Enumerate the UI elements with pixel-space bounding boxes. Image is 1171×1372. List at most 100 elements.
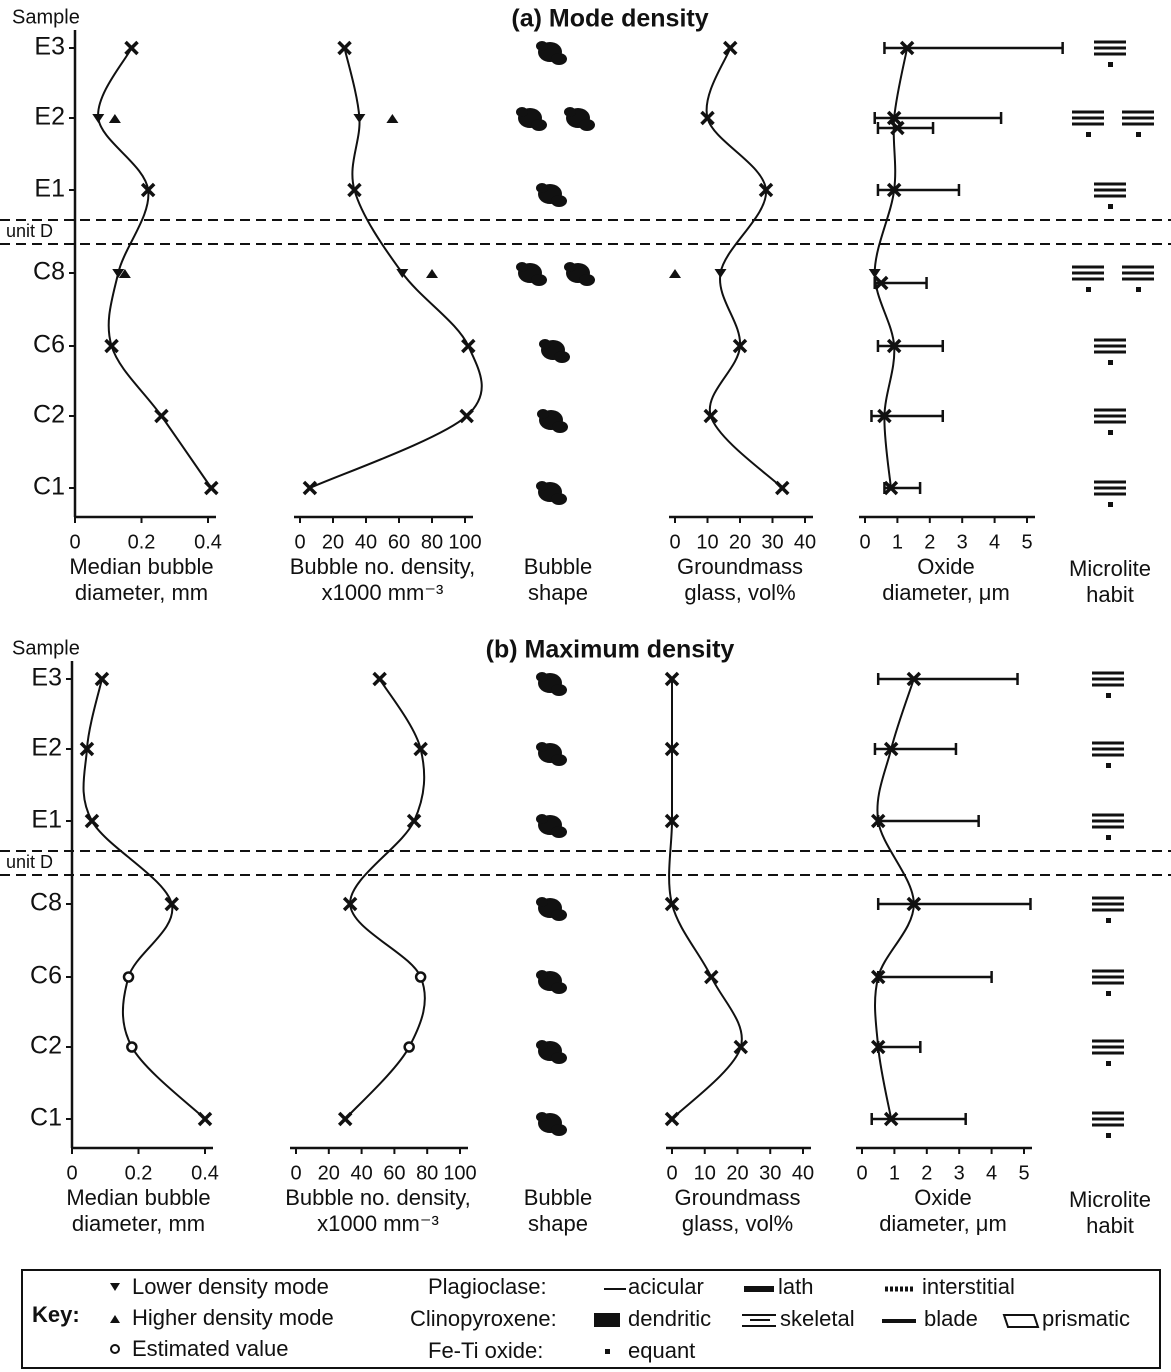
key-text: blade bbox=[924, 1306, 978, 1331]
y-tick-label: C1 bbox=[33, 473, 65, 501]
trend-curve bbox=[98, 48, 211, 488]
bubble-shape-icon bbox=[516, 262, 528, 272]
data-point bbox=[666, 1113, 678, 1125]
bubble-shape-icon bbox=[536, 672, 548, 682]
figure: (a) Mode densitySampleE3E2E1C8C6C2C1unit… bbox=[0, 0, 1171, 1372]
x-tick-label: 2 bbox=[924, 531, 935, 553]
key-text: skeletal bbox=[780, 1306, 855, 1331]
microlite-icon bbox=[1092, 971, 1124, 983]
data-point bbox=[426, 269, 438, 278]
data-point bbox=[374, 673, 386, 685]
x-tick-label: 1 bbox=[889, 1162, 900, 1184]
error-bar bbox=[878, 898, 1030, 910]
microlite-icon bbox=[1092, 1113, 1124, 1125]
unit-label: unit D bbox=[6, 852, 53, 872]
microlite-icon bbox=[1108, 502, 1113, 507]
microlite-icon bbox=[1094, 410, 1126, 422]
x-tick-label: 40 bbox=[794, 531, 816, 553]
y-tick-label: C8 bbox=[33, 258, 65, 286]
x-tick-label: 4 bbox=[989, 531, 1000, 553]
bubble-shape-icon bbox=[579, 274, 595, 286]
microlite-icon bbox=[1094, 482, 1126, 494]
x-tick-label: 0 bbox=[669, 531, 680, 553]
microlite-icon bbox=[1108, 360, 1113, 365]
key-text: equant bbox=[628, 1338, 695, 1363]
x-axis-title: Microlite bbox=[1069, 1187, 1151, 1212]
x-axis-title: Bubble bbox=[524, 1185, 593, 1210]
x-tick-label: 1 bbox=[892, 531, 903, 553]
trend-curve bbox=[669, 679, 742, 1119]
data-point bbox=[724, 42, 736, 54]
data-point bbox=[92, 114, 104, 123]
key: Key: Lower density mode Higher density m… bbox=[22, 1270, 1160, 1368]
x-axis-title: x1000 mm⁻³ bbox=[317, 1211, 439, 1236]
x-tick-label: 3 bbox=[957, 531, 968, 553]
microlite-icon bbox=[1092, 815, 1124, 827]
x-tick-label: 3 bbox=[954, 1162, 965, 1184]
bubble-shape-icon bbox=[551, 493, 567, 505]
x-tick-label: 20 bbox=[318, 1162, 340, 1184]
bubble-shape-icon bbox=[536, 481, 548, 491]
skeletal-symbol bbox=[742, 1315, 776, 1326]
microlite-icon bbox=[1136, 287, 1141, 292]
error-bar bbox=[878, 122, 933, 134]
microlite-icon bbox=[1092, 673, 1124, 685]
microlite-icon bbox=[1136, 132, 1141, 137]
microlite-icon bbox=[1106, 918, 1111, 923]
data-point bbox=[462, 340, 474, 352]
data-point bbox=[106, 340, 118, 352]
x-tick-label: 5 bbox=[1018, 1162, 1029, 1184]
microlite-icon bbox=[1092, 743, 1124, 755]
data-point bbox=[669, 269, 681, 278]
x-axis-title: diameter, mm bbox=[72, 1211, 205, 1236]
x-tick-label: 0.2 bbox=[125, 1162, 153, 1184]
x-tick-label: 40 bbox=[792, 1162, 814, 1184]
microlite-icon bbox=[1122, 267, 1154, 279]
bubble-shape-icon bbox=[536, 183, 548, 193]
y-tick-label: C6 bbox=[33, 331, 65, 359]
data-point bbox=[126, 42, 138, 54]
x-tick-label: 60 bbox=[383, 1162, 405, 1184]
lower-symbol bbox=[110, 1283, 120, 1291]
bubble-shape-icon bbox=[536, 1040, 548, 1050]
x-axis-title: Oxide bbox=[917, 554, 974, 579]
x-tick-label: 0 bbox=[856, 1162, 867, 1184]
x-tick-label: 80 bbox=[416, 1162, 438, 1184]
x-axis-title: habit bbox=[1086, 582, 1134, 607]
microlite-icon bbox=[1106, 1133, 1111, 1138]
y-tick-label: C2 bbox=[30, 1032, 62, 1060]
key-text: Lower density mode bbox=[132, 1274, 329, 1299]
axis-title: Sample bbox=[12, 637, 80, 659]
microlite-icon bbox=[1092, 1041, 1124, 1053]
microlite-icon bbox=[1106, 1061, 1111, 1066]
microlite-icon bbox=[1086, 287, 1091, 292]
trend-curve bbox=[345, 679, 425, 1119]
x-axis-title: x1000 mm⁻³ bbox=[322, 580, 444, 605]
key-text: dendritic bbox=[628, 1306, 711, 1331]
key-text: Clinopyroxene: bbox=[410, 1306, 557, 1331]
x-axis-title: Groundmass bbox=[677, 554, 803, 579]
microlite-icon bbox=[1072, 112, 1104, 124]
x-tick-label: 10 bbox=[694, 1162, 716, 1184]
higher-symbol bbox=[110, 1315, 120, 1323]
bubble-shape-icon bbox=[551, 754, 567, 766]
bubble-shape-icon bbox=[531, 119, 547, 131]
bubble-shape-icon bbox=[536, 742, 548, 752]
x-tick-label: 100 bbox=[443, 1162, 476, 1184]
bubble-shape-icon bbox=[551, 195, 567, 207]
data-point bbox=[199, 1113, 211, 1125]
key-text: interstitial bbox=[922, 1274, 1015, 1299]
estimated-symbol bbox=[111, 1345, 119, 1353]
equant-symbol bbox=[605, 1349, 610, 1354]
error-bar bbox=[878, 815, 978, 827]
x-axis-title: habit bbox=[1086, 1213, 1134, 1238]
bubble-shape-icon bbox=[551, 1052, 567, 1064]
data-point bbox=[353, 114, 365, 123]
data-point bbox=[408, 815, 420, 827]
x-axis-title: glass, vol% bbox=[682, 1211, 793, 1236]
key-text: acicular bbox=[628, 1274, 704, 1299]
bubble-shape-icon bbox=[551, 982, 567, 994]
x-axis-title: Median bubble bbox=[66, 1185, 210, 1210]
bubble-shape-icon bbox=[539, 339, 551, 349]
x-tick-label: 0.2 bbox=[128, 531, 156, 553]
